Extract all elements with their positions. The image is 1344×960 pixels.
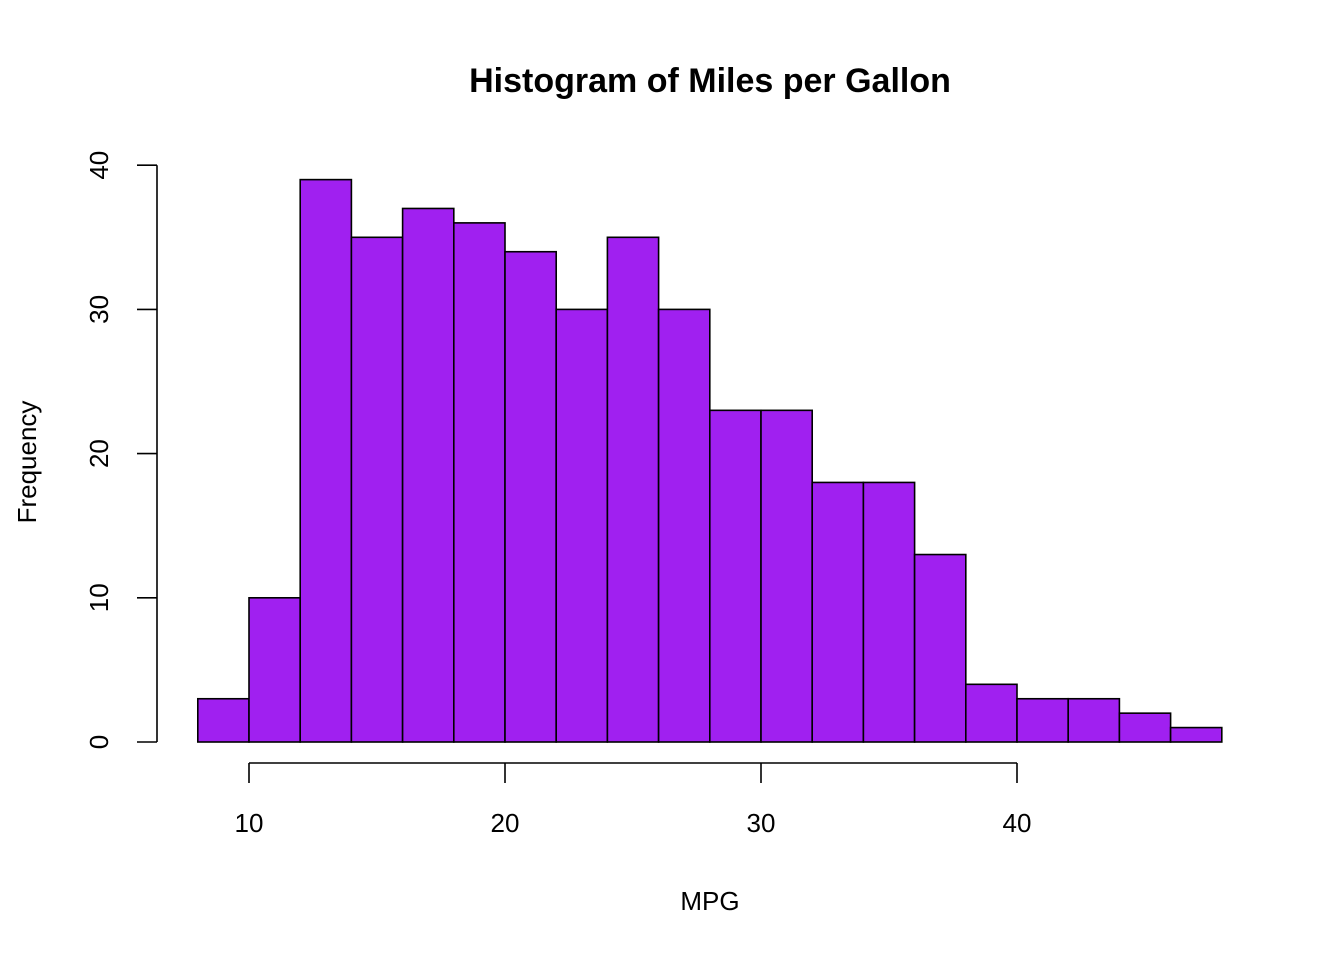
y-tick-label: 10 <box>84 583 114 612</box>
x-tick-label: 30 <box>747 808 776 838</box>
histogram-bar <box>708 409 762 743</box>
bars-group <box>197 178 1223 743</box>
x-axis-label: MPG <box>680 886 739 916</box>
y-axis: 0 10 20 30 40 <box>84 151 158 749</box>
histogram-bar <box>760 409 814 743</box>
x-tick-label: 10 <box>235 808 264 838</box>
y-tick-label: 30 <box>84 295 114 324</box>
x-tick-label: 40 <box>1003 808 1032 838</box>
histogram-bar <box>299 178 353 743</box>
histogram-bar <box>1169 726 1223 743</box>
chart-title: Histogram of Miles per Gallon <box>469 62 951 100</box>
histogram-bar <box>350 236 404 743</box>
histogram-bar <box>606 236 660 743</box>
x-axis: 10 20 30 40 <box>235 762 1032 838</box>
histogram-bar <box>1118 712 1172 743</box>
histogram-bar <box>1067 697 1121 743</box>
histogram-bar <box>1016 697 1070 743</box>
histogram-bar <box>504 250 558 743</box>
histogram-bar <box>811 481 865 743</box>
histogram-bar <box>862 481 916 743</box>
y-tick-label: 20 <box>84 439 114 468</box>
histogram-bar <box>964 683 1018 743</box>
histogram-bar <box>555 308 609 743</box>
histogram-bar <box>913 553 967 743</box>
y-axis-label: Frequency <box>12 401 42 524</box>
y-tick-label: 0 <box>84 735 114 749</box>
histogram-bar <box>401 207 455 743</box>
x-tick-label: 20 <box>491 808 520 838</box>
y-tick-label: 40 <box>84 151 114 180</box>
histogram-bar <box>197 697 250 743</box>
histogram-bar <box>452 222 506 743</box>
histogram-bar <box>248 596 302 743</box>
histogram-bar <box>657 308 711 743</box>
